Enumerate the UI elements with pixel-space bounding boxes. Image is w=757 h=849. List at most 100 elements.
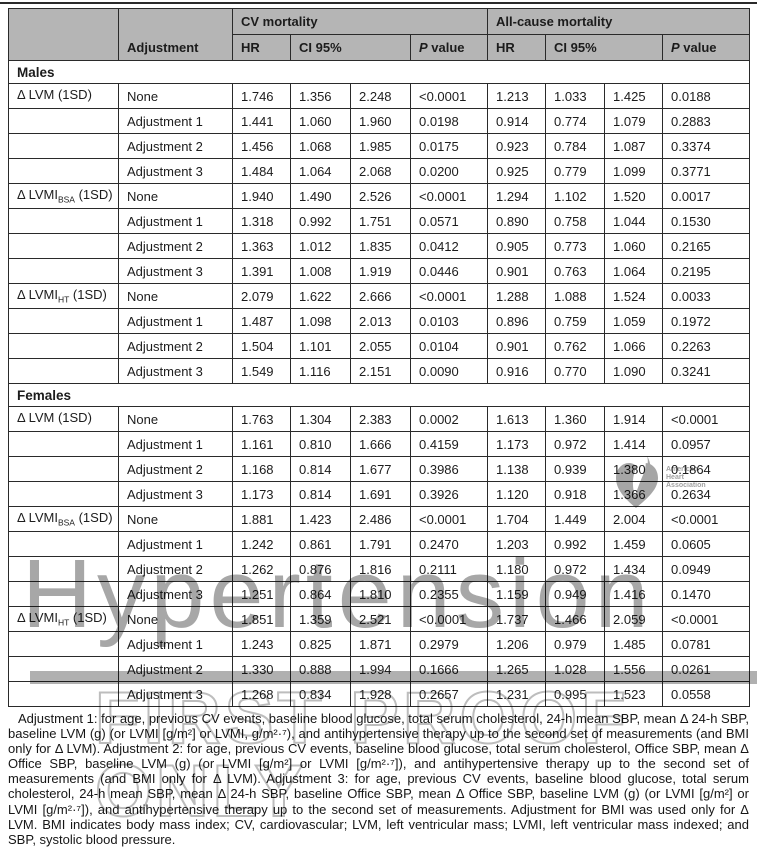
adjustment-cell: Adjustment 3 — [118, 481, 233, 507]
cv-hr-cell: 1.161 — [232, 431, 291, 457]
cv-hr-cell: 1.242 — [232, 531, 291, 557]
ac-pvalue-cell: 0.1864 — [662, 456, 751, 482]
section-header-males: Males — [7, 60, 751, 84]
ac-ci-low-cell: 0.939 — [545, 456, 606, 482]
pvalue-rest: value — [427, 40, 465, 55]
adjustment-cell: Adjustment 3 — [118, 358, 233, 384]
row-label-empty-cell — [8, 258, 119, 284]
cv-pvalue-cell: 0.0412 — [409, 233, 489, 259]
cv-ci-high-cell: 2.383 — [350, 406, 411, 432]
row-label-empty-cell — [8, 358, 119, 384]
data-row: Δ LVMIBSA (1SD) None 1.940 1.490 2.526 <0.000… — [8, 183, 751, 209]
cv-hr-cell: 1.851 — [232, 606, 291, 632]
cv-ci-low-cell: 1.490 — [290, 183, 351, 209]
ac-pvalue-cell: 0.1530 — [662, 208, 751, 234]
ac-ci-low-cell: 1.449 — [545, 506, 606, 532]
row-label-main: Δ LVM — [17, 87, 55, 103]
cv-hr-cell: 1.549 — [232, 358, 291, 384]
ac-hr-cell: 1.288 — [487, 283, 547, 309]
cv-ci-high-cell: 1.666 — [350, 431, 411, 457]
pvalue-italic-p: P — [419, 40, 428, 55]
cv-ci-high-cell: 1.985 — [350, 133, 411, 159]
cv-pvalue-cell: 0.3986 — [409, 456, 489, 482]
data-row: Adjustment 2 1.168 0.814 1.677 0.3986 1.138 0.… — [8, 456, 751, 482]
cv-ci-high-cell: 1.835 — [350, 233, 411, 259]
ac-ci-high-cell: 1.520 — [604, 183, 664, 209]
ac-pvalue-cell: 0.0949 — [662, 556, 751, 582]
ac-ci-low-cell: 1.033 — [545, 83, 606, 109]
col-header-adjustment: Adjustment — [118, 8, 233, 61]
ac-ci-low-cell: 0.949 — [545, 581, 606, 607]
cv-ci-low-cell: 1.359 — [290, 606, 351, 632]
ac-hr-cell: 1.231 — [487, 681, 547, 707]
ac-ci-high-cell: 2.004 — [604, 506, 664, 532]
data-row: Δ LVMIHT (1SD) None 2.079 1.622 2.666 <0.0001… — [8, 283, 751, 309]
cv-hr-cell: 1.456 — [232, 133, 291, 159]
ac-ci-high-cell: 1.425 — [604, 83, 664, 109]
data-row: Δ LVMIBSA (1SD) None 1.881 1.423 2.486 <0.000… — [8, 506, 751, 532]
row-label-suffix: (1SD) — [54, 87, 92, 103]
cv-ci-high-cell: 2.068 — [350, 158, 411, 184]
ac-hr-cell: 0.905 — [487, 233, 547, 259]
cv-hr-cell: 2.079 — [232, 283, 291, 309]
cv-ci-low-cell: 1.060 — [290, 108, 351, 134]
cv-ci-low-cell: 1.116 — [290, 358, 351, 384]
cv-hr-cell: 1.268 — [232, 681, 291, 707]
cv-ci-low-cell: 1.423 — [290, 506, 351, 532]
data-row: Adjustment 2 1.330 0.888 1.994 0.1666 1.265 1.… — [8, 656, 751, 682]
cv-ci-low-cell: 0.861 — [290, 531, 351, 557]
cv-ci-low-cell: 0.810 — [290, 431, 351, 457]
adjustment-cell: Adjustment 2 — [118, 333, 233, 359]
data-row: Δ LVM (1SD) None 1.746 1.356 2.248 <0.0001 1.2… — [8, 83, 751, 109]
ac-pvalue-cell: 0.1972 — [662, 308, 751, 334]
cv-ci-low-cell: 1.356 — [290, 83, 351, 109]
data-row: Adjustment 2 1.363 1.012 1.835 0.0412 0.905 0.… — [8, 233, 751, 259]
row-label-empty-cell — [8, 556, 119, 582]
ac-hr-cell: 0.901 — [487, 258, 547, 284]
ac-pvalue-cell: 0.3374 — [662, 133, 751, 159]
cv-ci-high-cell: 2.526 — [350, 183, 411, 209]
ac-ci-low-cell: 0.770 — [545, 358, 606, 384]
ac-hr-cell: 0.925 — [487, 158, 547, 184]
ac-hr-cell: 1.737 — [487, 606, 547, 632]
cv-pvalue-cell: <0.0001 — [409, 506, 489, 532]
ac-hr-cell: 0.896 — [487, 308, 547, 334]
ac-pvalue-cell: 0.2263 — [662, 333, 751, 359]
ac-pvalue-cell: 0.0261 — [662, 656, 751, 682]
adjustment-cell: None — [118, 606, 233, 632]
ac-pvalue-cell: <0.0001 — [662, 506, 751, 532]
ac-ci-low-cell: 0.979 — [545, 631, 606, 657]
cv-hr-cell: 1.746 — [232, 83, 291, 109]
row-label-main: Δ LVM — [17, 410, 55, 426]
ac-ci-high-cell: 1.416 — [604, 581, 664, 607]
cv-ci-low-cell: 0.814 — [290, 481, 351, 507]
cv-hr-cell: 1.881 — [232, 506, 291, 532]
adjustment-cell: None — [118, 283, 233, 309]
ac-hr-cell: 1.213 — [487, 83, 547, 109]
cv-ci-low-cell: 1.101 — [290, 333, 351, 359]
cv-ci-low-cell: 0.814 — [290, 456, 351, 482]
ac-ci-high-cell: 1.090 — [604, 358, 664, 384]
cv-pvalue-cell: 0.0090 — [409, 358, 489, 384]
cv-pvalue-cell: 0.0198 — [409, 108, 489, 134]
cv-ci-low-cell: 1.622 — [290, 283, 351, 309]
row-label-empty-cell — [8, 656, 119, 682]
row-label-empty-cell — [8, 333, 119, 359]
header-row-subcolumns: HR CI 95% P value HR CI 95% P value — [9, 34, 751, 61]
ac-pvalue-cell: 0.0558 — [662, 681, 751, 707]
col-header-ci95-cv: CI 95% — [290, 34, 411, 61]
adjustment-cell: None — [118, 406, 233, 432]
row-label-cell: Δ LVM (1SD) — [8, 83, 119, 109]
row-label-empty-cell — [8, 233, 119, 259]
ac-ci-low-cell: 0.759 — [545, 308, 606, 334]
cv-pvalue-cell: 0.0103 — [409, 308, 489, 334]
data-row: Adjustment 2 1.262 0.876 1.816 0.2111 1.180 0.… — [8, 556, 751, 582]
results-table: Adjustment CV mortality All-cause mortal… — [7, 8, 751, 707]
ac-ci-low-cell: 0.773 — [545, 233, 606, 259]
section-row: Males — [7, 60, 751, 84]
row-label-cell: Δ LVMIBSA (1SD) — [8, 506, 119, 532]
cv-pvalue-cell: 0.3926 — [409, 481, 489, 507]
cv-ci-low-cell: 0.876 — [290, 556, 351, 582]
adjustment-cell: Adjustment 1 — [118, 308, 233, 334]
ac-ci-low-cell: 0.762 — [545, 333, 606, 359]
